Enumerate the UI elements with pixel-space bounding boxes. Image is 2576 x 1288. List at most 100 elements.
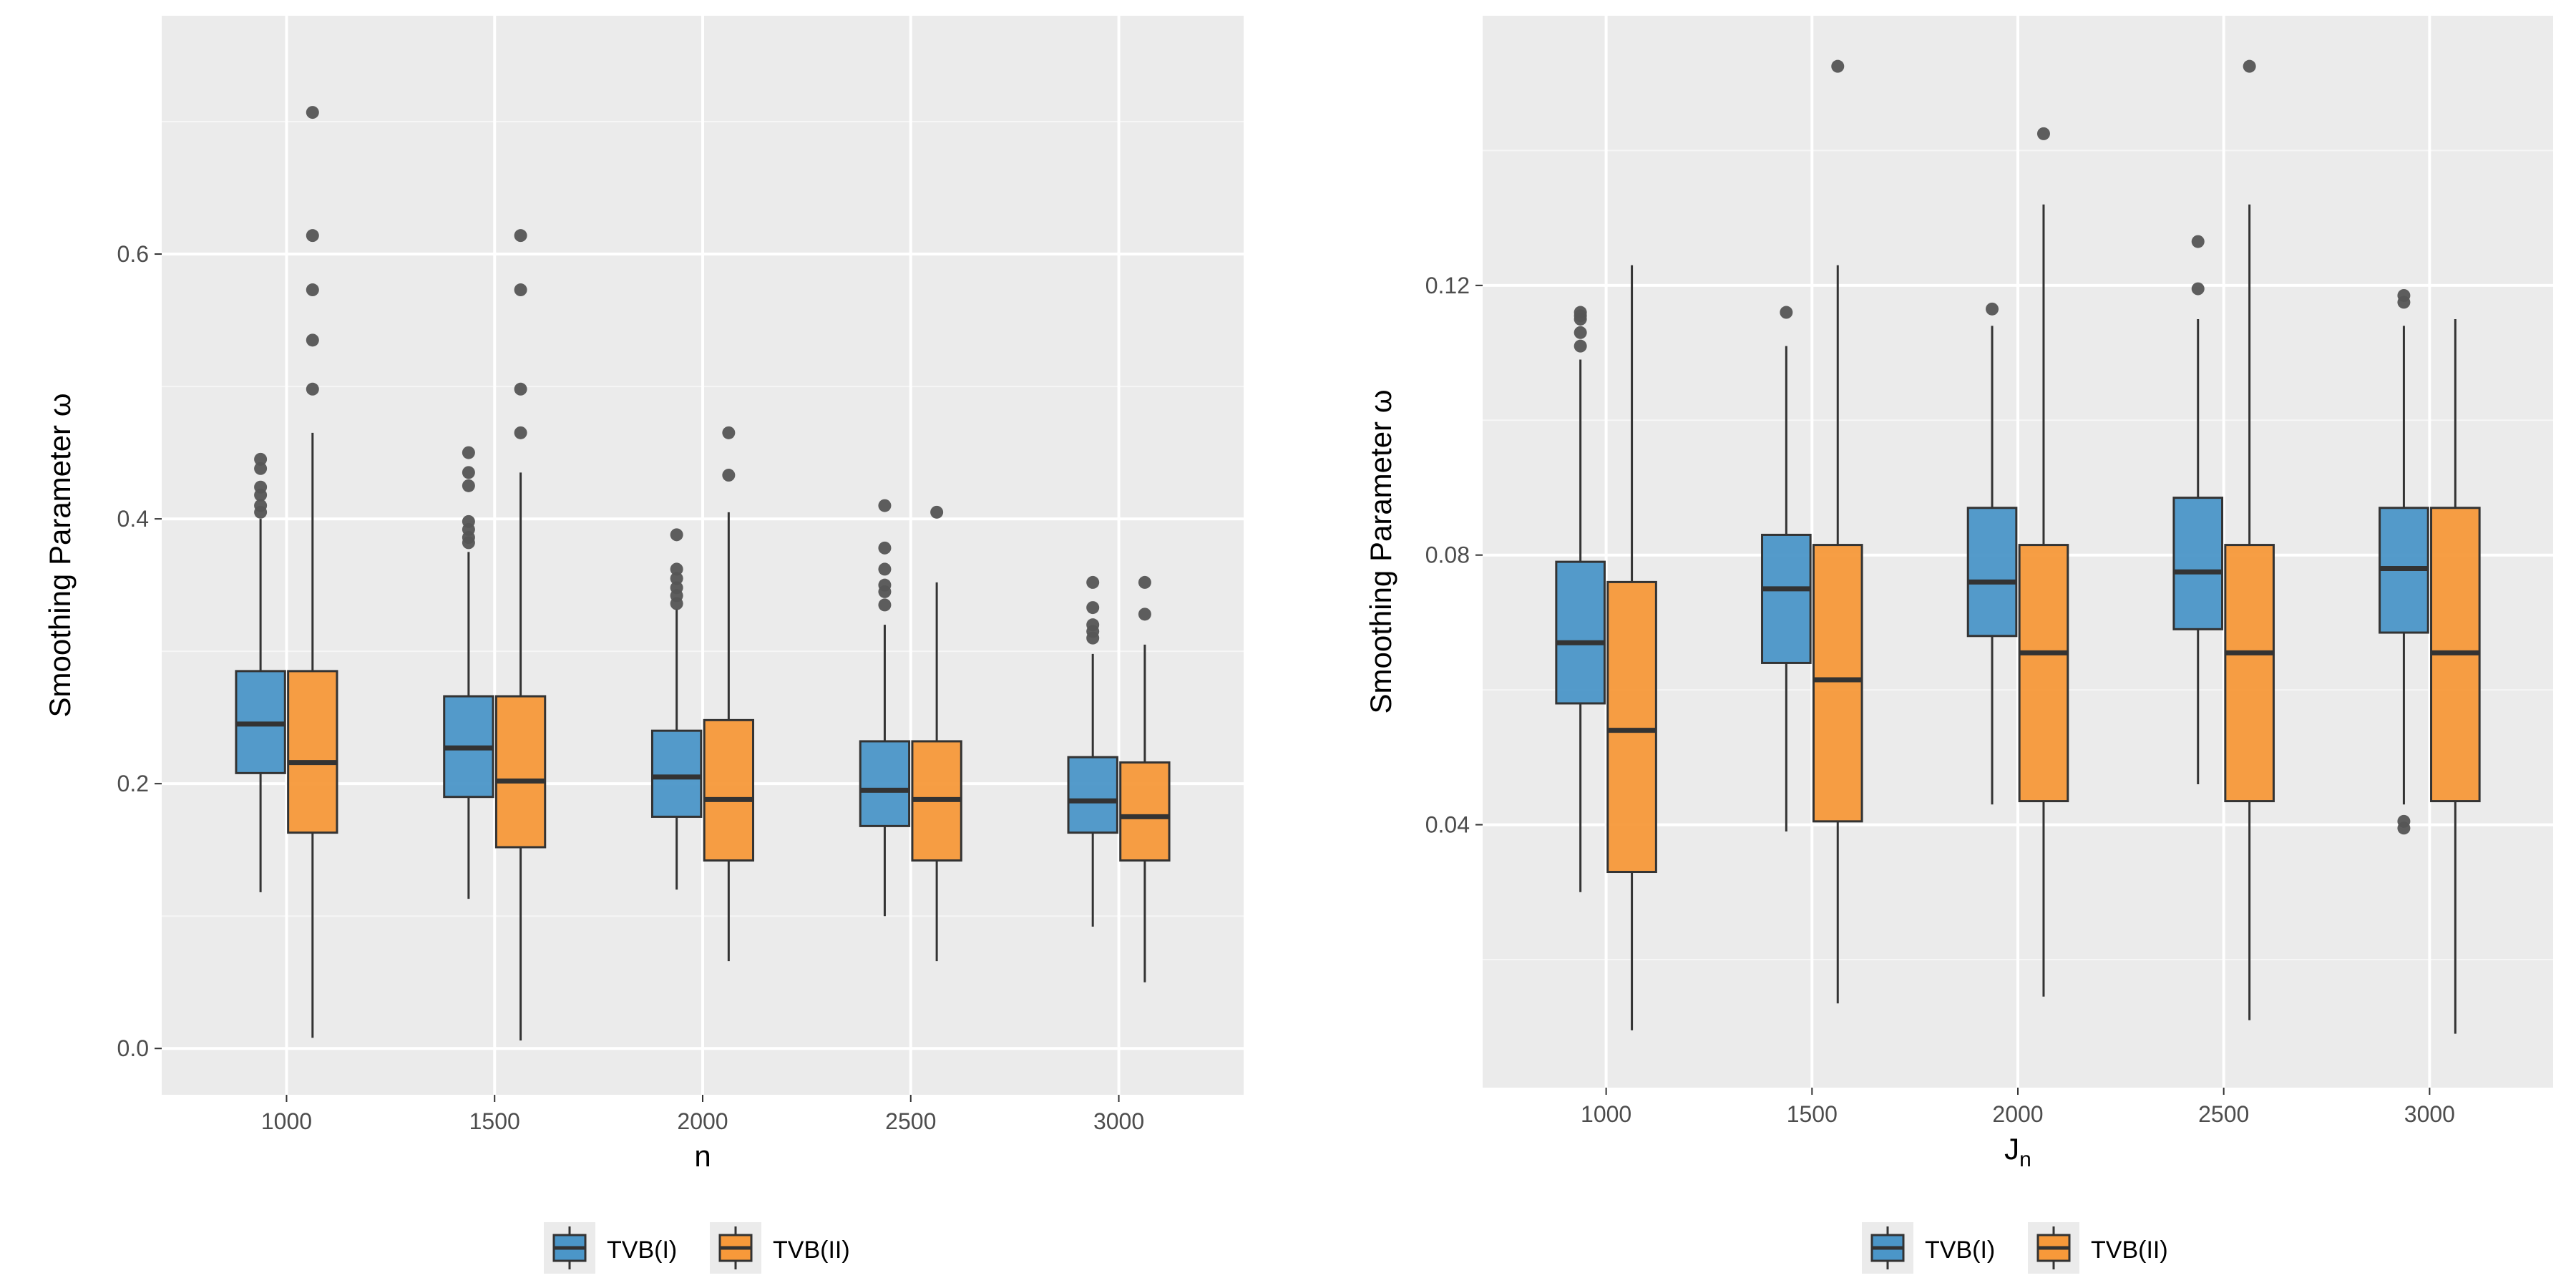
x-tick-label: 2000: [677, 1108, 728, 1134]
box-tvb-ii-3000: [2430, 318, 2481, 1034]
chart-panel-2: 0.04 0.08 0.12 1000 1500 2000 2500 3000 Jn Smooth…: [1364, 16, 2553, 1171]
outlier-point: [514, 229, 527, 243]
outlier-point: [878, 598, 892, 612]
outlier-point: [462, 479, 475, 492]
box-tvb-i-3000: [2379, 288, 2429, 835]
x-axis-title-subscript: n: [2019, 1148, 2031, 1171]
x-axis-title: n: [694, 1139, 711, 1173]
outlier-point: [1086, 618, 1100, 632]
outlier-point: [254, 462, 268, 475]
legend-label-2: TVB(II): [773, 1236, 850, 1264]
outlier-point: [670, 572, 683, 585]
outlier-point: [2191, 235, 2205, 248]
y-axis-title: Smoothing Parameter ω: [43, 394, 77, 718]
x-tick-label: 1000: [1581, 1101, 1631, 1127]
outlier-point: [930, 505, 944, 519]
outlier-point: [514, 382, 527, 396]
box-tvb-i-2500: [859, 499, 911, 917]
legend-label-1: TVB(I): [1925, 1236, 1995, 1264]
box-tvb-ii-1000: [1606, 265, 1657, 1030]
box-body: [703, 718, 755, 862]
outlier-point: [2036, 127, 2050, 140]
outlier-point: [670, 528, 683, 542]
outlier-point: [306, 382, 319, 396]
outlier-point: [1086, 601, 1100, 615]
box-body: [859, 740, 911, 827]
box-body: [2172, 497, 2224, 630]
box-tvb-ii-1500: [494, 229, 547, 1041]
x-axis-title: Jn: [2004, 1132, 2031, 1171]
legend-label-1: TVB(I): [607, 1236, 677, 1264]
box-tvb-i-1500: [443, 446, 494, 899]
x-tick-label: 1500: [1787, 1101, 1838, 1127]
y-tick-label: 0.4: [117, 506, 149, 532]
outlier-point: [878, 562, 892, 576]
outlier-point: [2191, 282, 2205, 296]
box-tvb-ii-2000: [703, 426, 755, 962]
box-tvb-ii-3000: [1119, 575, 1171, 982]
box-body: [2018, 544, 2069, 803]
y-tick-label: 0.2: [117, 771, 149, 796]
y-tick-label: 0.6: [117, 241, 149, 267]
outlier-point: [1574, 339, 1587, 353]
box-tvb-i-2500: [2172, 235, 2224, 785]
outlier-point: [878, 578, 892, 592]
box-tvb-i-2000: [1966, 302, 2018, 805]
box-tvb-ii-1500: [1812, 59, 1863, 1004]
x-axis-title-main: n: [694, 1139, 711, 1173]
box-body: [1606, 580, 1657, 874]
outlier-point: [2397, 288, 2411, 302]
x-tick-label: 2500: [885, 1108, 936, 1134]
outlier-point: [878, 541, 892, 555]
box-body: [1966, 507, 2018, 638]
x-tick-label: 3000: [1093, 1108, 1144, 1134]
outlier-point: [1574, 306, 1587, 319]
x-tick-label: 2500: [2198, 1101, 2249, 1127]
outlier-point: [670, 562, 683, 576]
box-tvb-i-3000: [1067, 575, 1118, 927]
box-tvb-i-2000: [650, 528, 703, 890]
outlier-point: [1986, 302, 1999, 316]
outlier-point: [254, 452, 268, 466]
x-tick-label: 1000: [261, 1108, 312, 1134]
legend-label-2: TVB(II): [2091, 1236, 2168, 1264]
chart-panel-1: 0.0 0.2 0.4 0.6 1000 1500 2000 2500 3000 n Smoothi…: [43, 16, 1244, 1173]
outlier-point: [2243, 59, 2256, 73]
outlier-point: [1138, 575, 1151, 589]
outlier-point: [306, 283, 319, 297]
x-tick-label: 1500: [469, 1108, 520, 1134]
outlier-point: [254, 480, 268, 494]
box-body: [287, 670, 338, 834]
box-body: [1067, 756, 1118, 834]
x-tick-label: 2000: [1992, 1101, 2043, 1127]
box-tvb-i-1000: [1555, 306, 1606, 892]
outlier-point: [1780, 306, 1793, 319]
outlier-point: [2397, 814, 2411, 828]
box-tvb-i-1000: [235, 452, 286, 892]
outlier-point: [514, 283, 527, 297]
outlier-point: [1138, 608, 1151, 621]
box-tvb-ii-1000: [287, 106, 338, 1038]
y-tick-label: 0.04: [1425, 812, 1470, 838]
outlier-point: [1574, 326, 1587, 339]
box-body: [2224, 544, 2275, 803]
box-body: [650, 729, 703, 818]
box-body: [1812, 544, 1863, 823]
box-tvb-ii-2500: [2224, 59, 2275, 1020]
outlier-point: [1831, 59, 1845, 73]
box-tvb-ii-2000: [2018, 127, 2069, 997]
outlier-point: [514, 426, 527, 439]
outlier-point: [306, 333, 319, 347]
legend-2: TVB(I) TVB(II): [1862, 1222, 2168, 1274]
y-axis-title: Smoothing Parameter ω: [1364, 390, 1397, 714]
box-tvb-ii-2500: [911, 505, 962, 962]
outlier-point: [462, 446, 475, 459]
x-axis-title-main: J: [2004, 1132, 2019, 1166]
outlier-point: [722, 469, 736, 482]
outlier-point: [1086, 575, 1100, 589]
outlier-point: [254, 499, 268, 512]
outlier-point: [878, 499, 892, 512]
y-tick-label: 0.12: [1425, 273, 1470, 298]
box-body: [1761, 533, 1812, 664]
